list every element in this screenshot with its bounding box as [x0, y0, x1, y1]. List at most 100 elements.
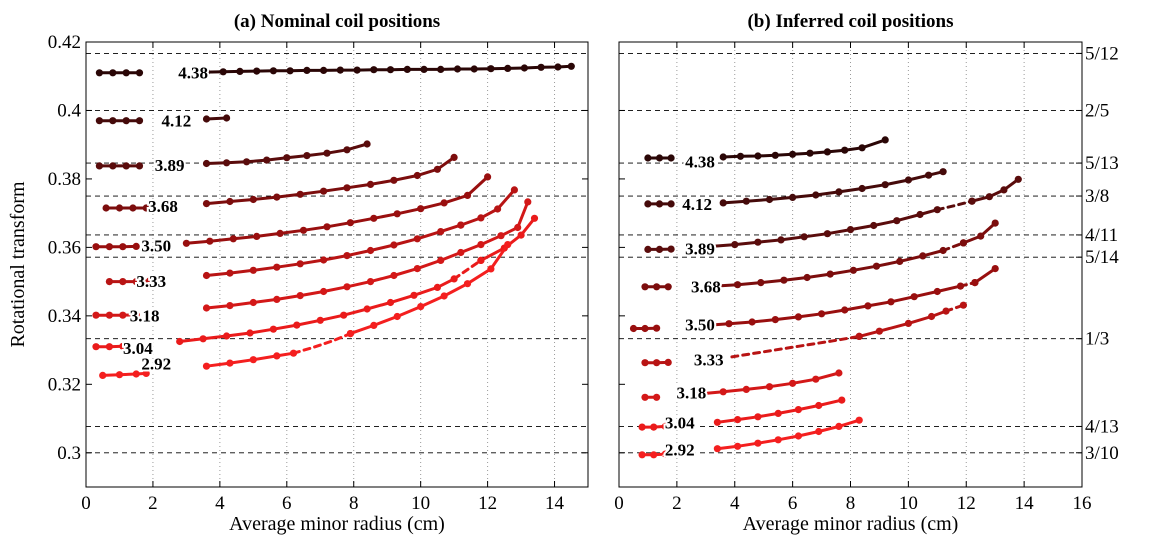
- curve-label: 3.89: [685, 240, 715, 259]
- data-point: [977, 232, 985, 240]
- series-3.89: 3.89: [644, 175, 1022, 261]
- data-point: [771, 316, 779, 324]
- data-point: [470, 65, 478, 73]
- data-point: [463, 280, 472, 288]
- data-point: [510, 186, 518, 194]
- data-point: [99, 371, 107, 379]
- x-tick-label: 14: [1015, 493, 1035, 514]
- data-point: [812, 191, 820, 199]
- data-point: [269, 325, 277, 333]
- curve-label: 3.68: [148, 197, 178, 216]
- data-point: [754, 238, 762, 246]
- series-line: [205, 200, 530, 310]
- data-point: [293, 321, 301, 329]
- data-point: [119, 342, 127, 350]
- data-point: [226, 359, 234, 367]
- curve-label: 3.33: [694, 351, 724, 370]
- data-point: [855, 332, 863, 340]
- data-point: [991, 219, 999, 227]
- data-point: [129, 204, 137, 212]
- data-point: [881, 181, 889, 189]
- data-point: [927, 312, 936, 321]
- data-point: [629, 324, 638, 333]
- series-line-dashed: [935, 199, 974, 212]
- data-point: [105, 278, 113, 286]
- data-point: [713, 445, 722, 453]
- series-3.04: 3.04: [638, 396, 846, 435]
- data-point: [413, 171, 421, 180]
- data-point: [653, 359, 661, 367]
- data-point: [835, 188, 843, 196]
- data-point: [226, 197, 234, 206]
- data-point: [363, 140, 371, 148]
- x-tick-label: 10: [411, 493, 430, 514]
- data-point: [119, 243, 127, 251]
- data-point: [320, 66, 328, 74]
- data-point: [109, 162, 117, 170]
- series-3.68: 3.68: [641, 219, 999, 298]
- data-point: [390, 271, 398, 280]
- y-tick-label: 0.32: [48, 374, 81, 395]
- data-point: [269, 67, 277, 75]
- data-point: [410, 291, 418, 299]
- data-point: [132, 370, 140, 378]
- series-2.92: 2.92: [99, 241, 512, 379]
- x-tick-label: 12: [478, 493, 497, 514]
- series-line: [107, 279, 152, 284]
- series-line: [459, 188, 516, 227]
- curve-label: 3.68: [691, 277, 721, 296]
- rational-label: 4/13: [1085, 416, 1119, 437]
- data-point: [253, 232, 261, 240]
- data-point: [520, 64, 529, 72]
- data-point: [283, 154, 291, 162]
- series-line: [184, 175, 490, 245]
- data-point: [219, 68, 227, 76]
- y-tick-label: 0.36: [48, 237, 81, 258]
- data-point: [390, 241, 398, 249]
- series-line: [721, 138, 887, 159]
- data-point: [893, 217, 901, 225]
- data-point: [838, 396, 846, 404]
- series-line: [704, 284, 962, 327]
- data-point: [343, 184, 351, 192]
- data-point: [296, 292, 304, 300]
- data-point: [487, 265, 495, 273]
- data-point: [933, 287, 941, 296]
- data-point: [800, 233, 808, 241]
- data-point: [667, 200, 675, 208]
- data-point: [273, 263, 281, 271]
- curve-label: 4.12: [682, 195, 712, 214]
- data-point: [343, 283, 351, 291]
- x-tick-label: 6: [282, 493, 292, 514]
- data-point: [650, 423, 658, 431]
- x-tick-label: 4: [730, 493, 740, 514]
- rational-label: 5/13: [1085, 153, 1119, 174]
- data-point: [644, 200, 652, 208]
- x-axis-label: Average minor radius (cm): [229, 513, 445, 535]
- data-point: [815, 401, 823, 410]
- x-tick-label: 12: [957, 493, 976, 514]
- data-point: [132, 311, 140, 319]
- data-point: [835, 369, 843, 377]
- curve-label: 3.04: [665, 414, 695, 433]
- curve-label: 4.38: [685, 152, 715, 171]
- data-point: [249, 356, 257, 364]
- data-point: [794, 313, 803, 321]
- data-point: [105, 243, 113, 251]
- data-point: [708, 242, 716, 250]
- rational-label: 5/12: [1085, 43, 1119, 64]
- chart-title: (b) Inferred coil positions: [747, 11, 953, 32]
- data-point: [226, 269, 234, 277]
- series-line-dashed: [941, 241, 965, 252]
- data-point: [363, 305, 371, 313]
- data-point: [95, 117, 103, 125]
- x-tick-label: 4: [215, 493, 225, 514]
- data-point: [420, 65, 428, 73]
- series-3.89: 3.89: [95, 140, 371, 177]
- data-point: [109, 69, 117, 77]
- rational-label: 2/5: [1085, 100, 1109, 121]
- data-point: [661, 422, 669, 430]
- x-tick-label: 0: [614, 493, 624, 514]
- data-point: [971, 279, 979, 287]
- data-point: [841, 146, 849, 154]
